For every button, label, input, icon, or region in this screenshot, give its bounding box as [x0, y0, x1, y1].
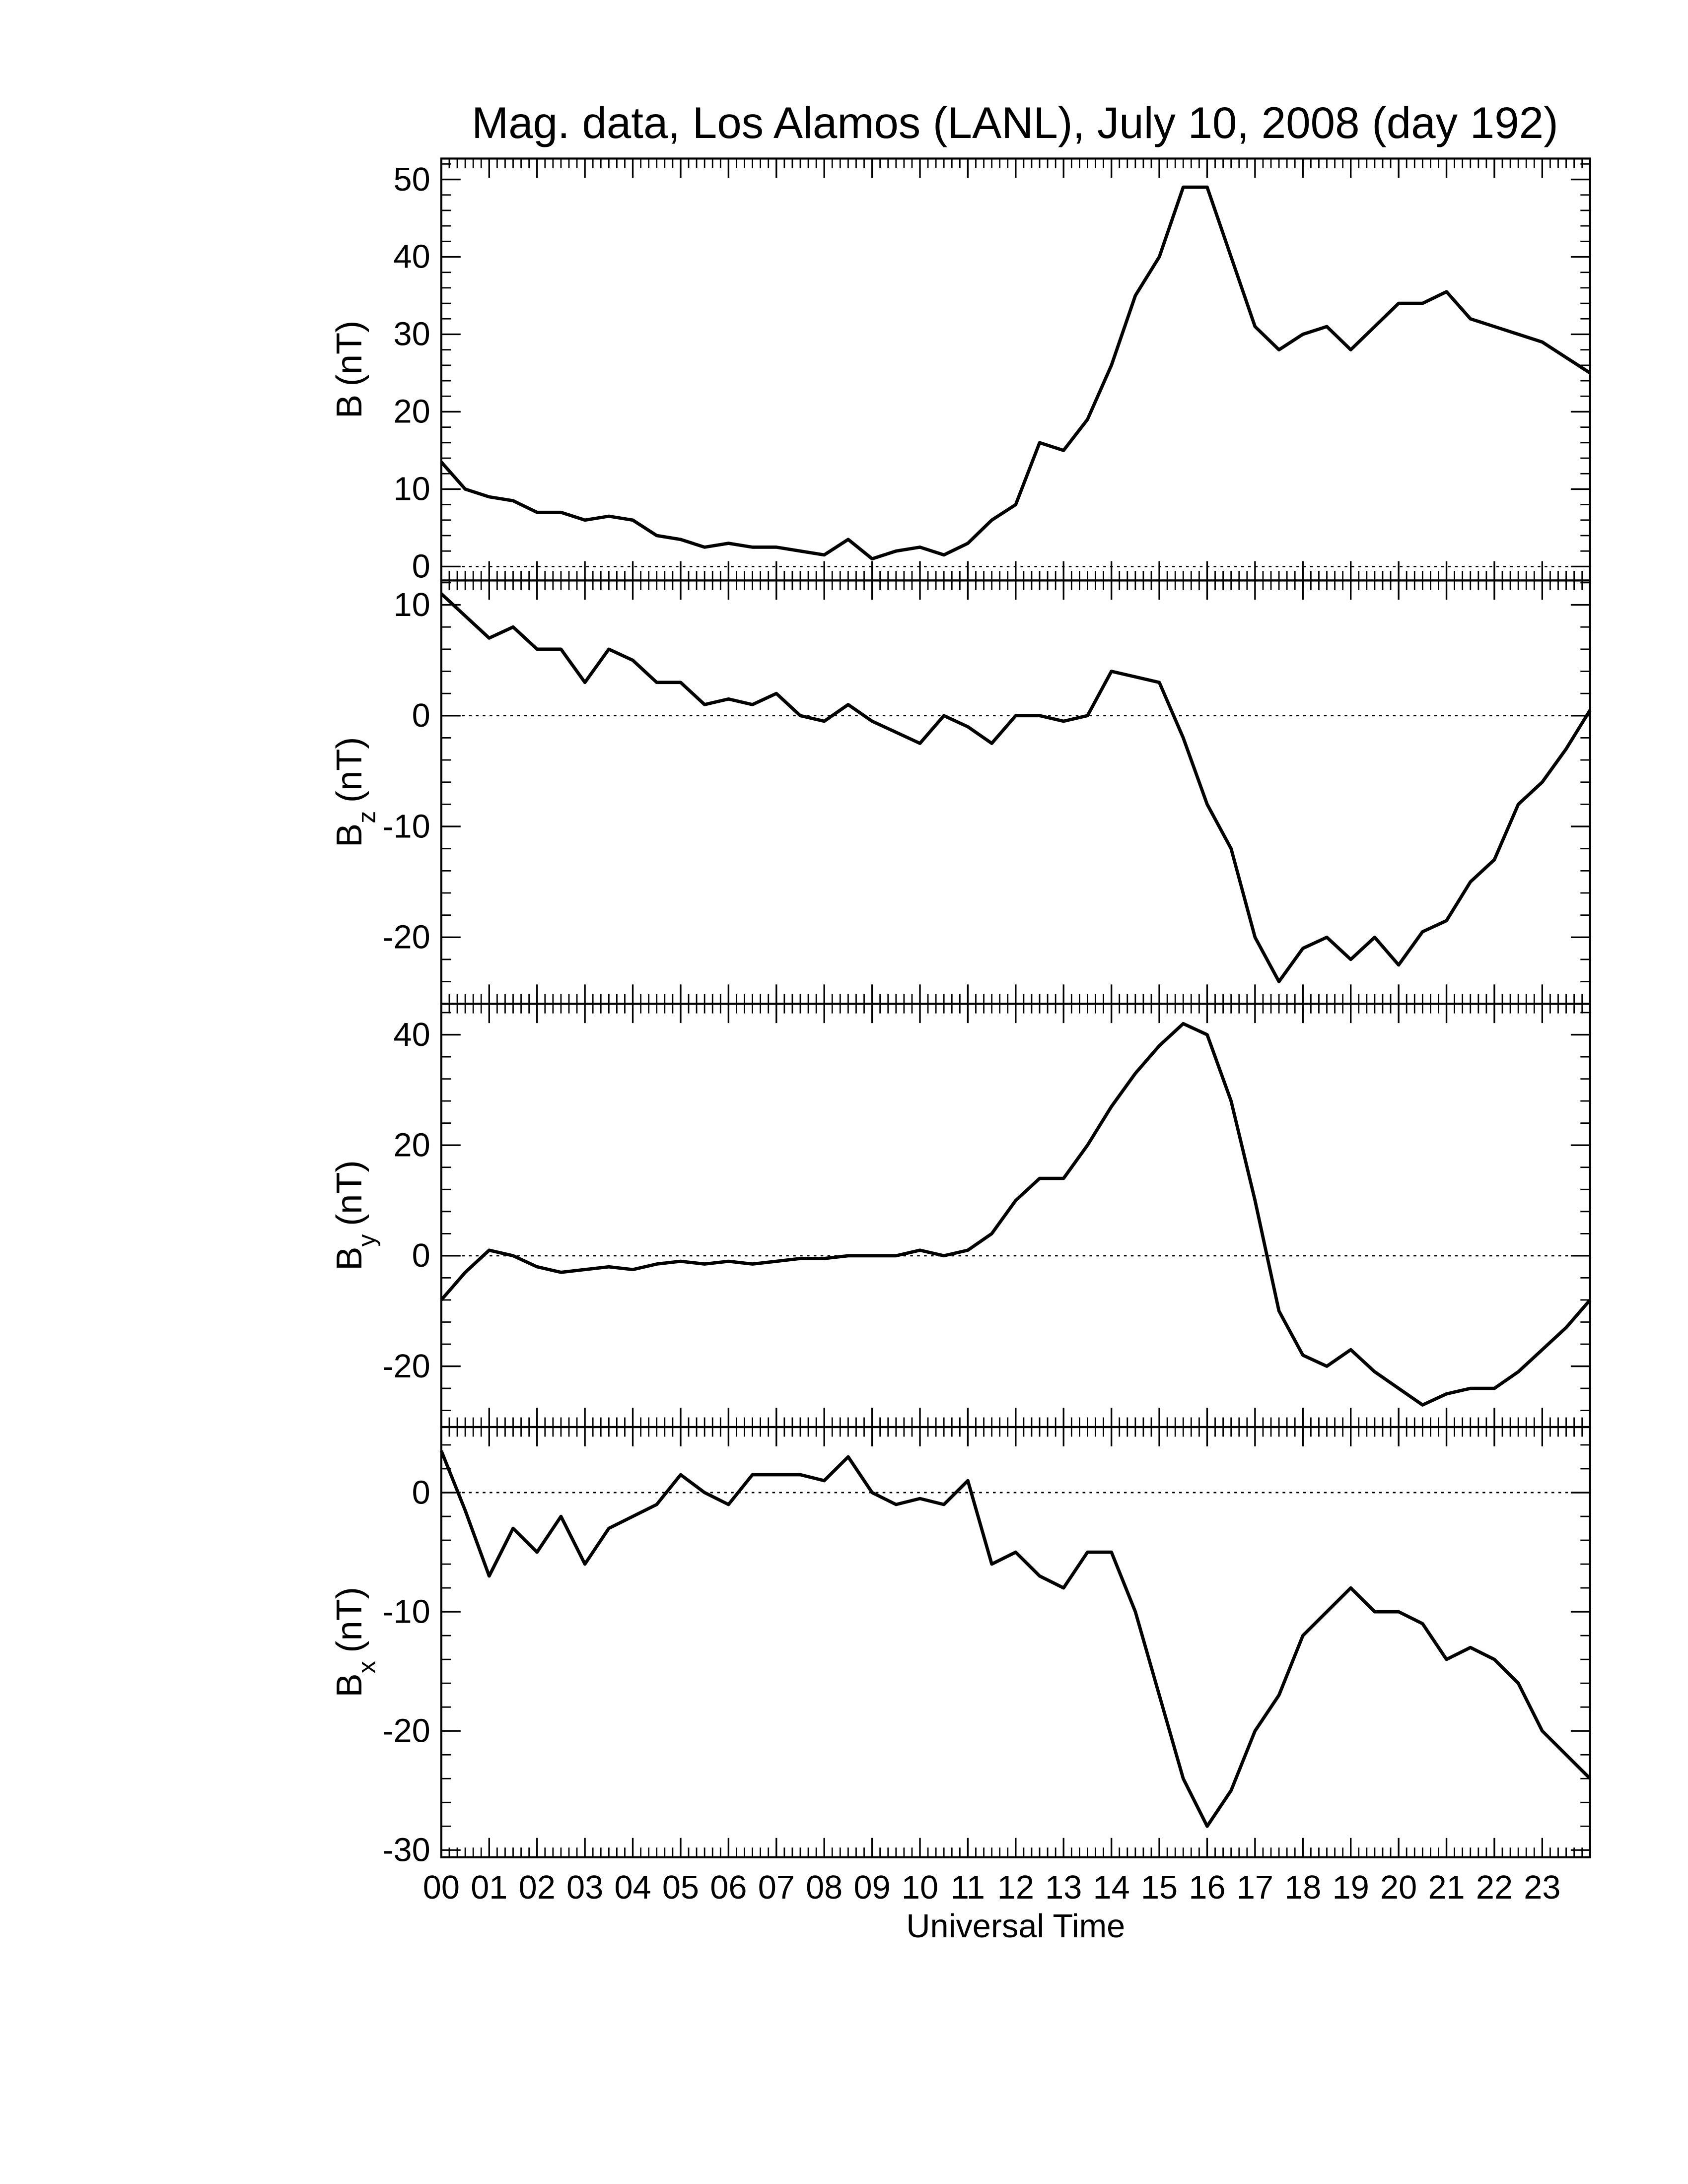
x-tick-label: 04	[614, 1869, 651, 1906]
y-axis-label-sub: x	[353, 1661, 381, 1673]
x-tick-label: 21	[1428, 1869, 1465, 1906]
panel-frame	[440, 1426, 1591, 1858]
y-axis-label: By (nT)	[330, 1160, 381, 1270]
y-tick-label: -20	[382, 919, 430, 956]
y-axis-label-base: B	[330, 823, 369, 847]
y-axis-label-unit: (nT)	[330, 737, 369, 803]
x-tick-label: 09	[854, 1869, 891, 1906]
y-tick-label: 40	[394, 239, 430, 275]
data-line	[439, 1450, 1592, 1828]
x-tick-label: 18	[1284, 1869, 1321, 1906]
x-tick-label: 12	[997, 1869, 1034, 1906]
y-tick-label: -20	[382, 1348, 430, 1385]
y-axis-label: Bz (nT)	[330, 737, 381, 847]
y-axis-label-unit: (nT)	[330, 1160, 369, 1226]
y-axis-label-unit: (nT)	[330, 1587, 369, 1652]
y-tick-label: 30	[394, 316, 430, 353]
y-tick-label: 20	[394, 1127, 430, 1163]
chart-title: Mag. data, Los Alamos (LANL), July 10, 2…	[472, 98, 1558, 147]
y-axis-label-sub: y	[353, 1234, 381, 1247]
y-axis-label: B (nT)	[330, 321, 369, 418]
data-line	[440, 1022, 1592, 1407]
x-tick-label: 06	[710, 1869, 747, 1906]
y-tick-label: 0	[412, 697, 430, 734]
x-tick-label: 08	[806, 1869, 843, 1906]
y-tick-label: 0	[412, 1237, 430, 1274]
y-axis-label-base: B	[330, 395, 369, 418]
x-tick-label: 00	[423, 1869, 460, 1906]
x-tick-label: 03	[566, 1869, 603, 1906]
y-tick-label: 10	[394, 471, 430, 508]
y-tick-label: 0	[412, 1474, 430, 1511]
x-tick-label: 05	[662, 1869, 699, 1906]
y-tick-label: -30	[382, 1832, 430, 1868]
x-tick-label: 10	[902, 1869, 938, 1906]
x-tick-label: 13	[1045, 1869, 1082, 1906]
x-tick-label: 17	[1237, 1869, 1273, 1906]
x-tick-label: 02	[519, 1869, 556, 1906]
y-tick-label: 0	[412, 548, 430, 585]
x-tick-label: 20	[1380, 1869, 1417, 1906]
y-tick-label: -10	[382, 1593, 430, 1630]
y-axis-label-unit: (nT)	[330, 321, 369, 386]
panel-frame	[440, 1003, 1591, 1429]
x-tick-label: 23	[1524, 1869, 1560, 1906]
y-axis-label-sub: z	[353, 811, 381, 823]
x-axis-label: Universal Time	[906, 1908, 1125, 1945]
x-tick-label: 07	[758, 1869, 795, 1906]
y-tick-label: 20	[394, 394, 430, 430]
y-tick-label: -10	[382, 808, 430, 845]
y-axis-label: Bx (nT)	[330, 1587, 381, 1697]
y-axis-label-base: B	[330, 1673, 369, 1697]
data-line	[440, 185, 1591, 561]
x-tick-label: 22	[1476, 1869, 1513, 1906]
y-tick-label: 40	[394, 1017, 430, 1053]
x-tick-label: 15	[1141, 1869, 1178, 1906]
y-tick-label: 50	[394, 161, 430, 198]
x-tick-label: 01	[471, 1869, 507, 1906]
y-axis-label-base: B	[330, 1247, 369, 1271]
x-tick-label: 11	[951, 1869, 985, 1906]
y-tick-label: 10	[394, 587, 430, 623]
data-line	[440, 592, 1592, 983]
x-tick-label: 16	[1189, 1869, 1225, 1906]
y-tick-label: -20	[382, 1712, 430, 1749]
x-tick-label: 14	[1093, 1869, 1130, 1906]
x-tick-label: 19	[1333, 1869, 1369, 1906]
